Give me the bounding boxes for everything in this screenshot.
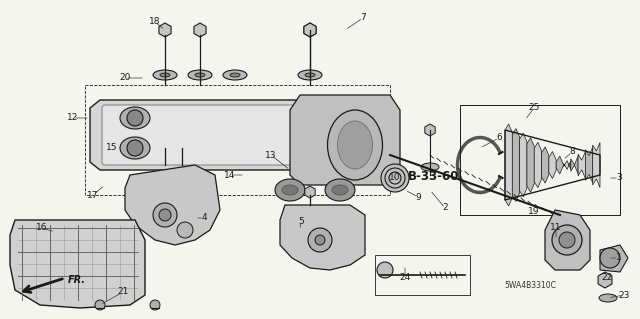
Ellipse shape xyxy=(195,73,205,77)
Text: 9: 9 xyxy=(415,192,421,202)
Text: 3: 3 xyxy=(616,174,622,182)
Circle shape xyxy=(559,232,575,248)
Polygon shape xyxy=(304,23,316,37)
Ellipse shape xyxy=(305,73,315,77)
Bar xyxy=(85,85,390,195)
Text: FR.: FR. xyxy=(68,275,86,285)
Polygon shape xyxy=(290,95,400,185)
Polygon shape xyxy=(549,152,556,179)
Polygon shape xyxy=(556,156,563,174)
Polygon shape xyxy=(600,245,628,272)
Ellipse shape xyxy=(120,107,150,129)
Polygon shape xyxy=(520,133,527,197)
Text: 16: 16 xyxy=(36,224,48,233)
Circle shape xyxy=(377,262,393,278)
Polygon shape xyxy=(425,124,435,136)
Text: 8: 8 xyxy=(569,147,575,157)
Circle shape xyxy=(600,248,620,268)
Text: 12: 12 xyxy=(67,114,79,122)
Polygon shape xyxy=(280,205,365,270)
Polygon shape xyxy=(194,23,206,37)
Text: 18: 18 xyxy=(149,18,161,26)
Polygon shape xyxy=(90,100,370,170)
Text: 5WA4B3310C: 5WA4B3310C xyxy=(504,280,556,290)
Ellipse shape xyxy=(188,70,212,80)
Polygon shape xyxy=(159,23,171,37)
Ellipse shape xyxy=(275,179,305,201)
Ellipse shape xyxy=(599,294,617,302)
Text: 4: 4 xyxy=(201,213,207,222)
Ellipse shape xyxy=(298,70,322,80)
Ellipse shape xyxy=(153,70,177,80)
Polygon shape xyxy=(10,220,145,308)
Circle shape xyxy=(127,110,143,126)
Polygon shape xyxy=(304,23,316,37)
Text: 17: 17 xyxy=(87,190,99,199)
Polygon shape xyxy=(571,156,578,174)
Circle shape xyxy=(177,222,193,238)
Circle shape xyxy=(308,228,332,252)
Polygon shape xyxy=(598,272,612,288)
Ellipse shape xyxy=(160,73,170,77)
Ellipse shape xyxy=(328,110,383,180)
Polygon shape xyxy=(125,165,220,245)
Text: 22: 22 xyxy=(602,273,612,283)
Circle shape xyxy=(95,300,105,310)
Text: 1: 1 xyxy=(616,254,622,263)
Ellipse shape xyxy=(332,185,348,195)
Text: 2: 2 xyxy=(442,204,448,212)
Polygon shape xyxy=(578,152,586,178)
Polygon shape xyxy=(527,138,534,192)
Polygon shape xyxy=(563,161,571,169)
Text: 19: 19 xyxy=(528,206,540,216)
Text: B-33-60: B-33-60 xyxy=(408,170,460,183)
Text: 10: 10 xyxy=(389,173,401,182)
Polygon shape xyxy=(593,143,600,188)
Polygon shape xyxy=(512,129,520,201)
Bar xyxy=(460,105,620,215)
Text: 20: 20 xyxy=(119,73,131,83)
Circle shape xyxy=(552,225,582,255)
Ellipse shape xyxy=(421,163,439,171)
Ellipse shape xyxy=(120,137,150,159)
Circle shape xyxy=(150,300,160,310)
Text: 13: 13 xyxy=(265,151,276,160)
Polygon shape xyxy=(534,142,541,188)
Text: 5: 5 xyxy=(298,217,304,226)
Ellipse shape xyxy=(223,70,247,80)
Ellipse shape xyxy=(325,179,355,201)
Text: 6: 6 xyxy=(496,133,502,143)
Circle shape xyxy=(315,235,325,245)
Text: 25: 25 xyxy=(528,103,540,113)
Ellipse shape xyxy=(282,185,298,195)
Ellipse shape xyxy=(337,121,372,169)
Bar xyxy=(375,255,470,295)
Text: 11: 11 xyxy=(550,224,562,233)
Circle shape xyxy=(381,164,409,192)
Polygon shape xyxy=(505,124,512,206)
Circle shape xyxy=(127,140,143,156)
Polygon shape xyxy=(545,210,590,270)
Ellipse shape xyxy=(230,73,240,77)
Text: 23: 23 xyxy=(618,291,630,300)
Text: 21: 21 xyxy=(117,287,129,296)
Polygon shape xyxy=(586,147,593,183)
Text: 14: 14 xyxy=(224,170,236,180)
Circle shape xyxy=(159,209,171,221)
FancyBboxPatch shape xyxy=(102,105,358,165)
Text: 15: 15 xyxy=(106,144,118,152)
Polygon shape xyxy=(541,147,549,183)
Circle shape xyxy=(153,203,177,227)
Text: 7: 7 xyxy=(360,13,366,23)
Polygon shape xyxy=(305,186,315,198)
Text: 24: 24 xyxy=(399,273,411,283)
